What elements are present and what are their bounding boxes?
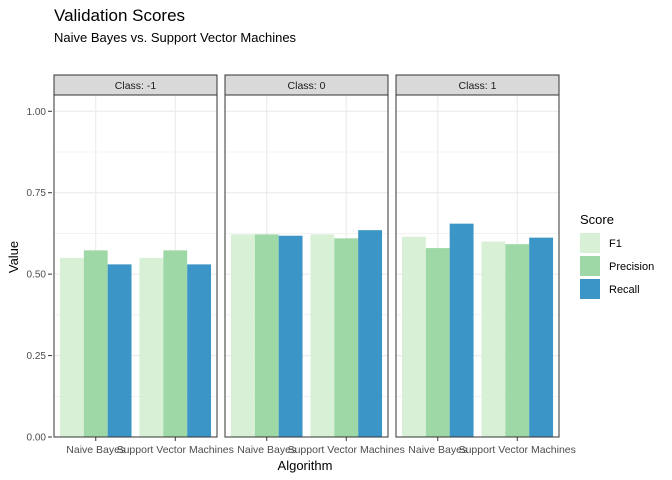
bar: [358, 230, 383, 437]
bar: [139, 257, 164, 437]
bar: [401, 236, 426, 437]
legend-label: Recall: [609, 284, 640, 296]
x-tick-label: Support Vector Machines: [117, 444, 234, 456]
legend-title: Score: [580, 212, 614, 227]
bar: [254, 234, 279, 437]
y-axis-title: Value: [6, 241, 21, 273]
bar: [449, 223, 474, 437]
legend-label: F1: [609, 238, 622, 250]
facet-label: Class: -1: [115, 80, 157, 92]
bar: [529, 237, 554, 437]
x-tick-label: Naive Bayes: [237, 444, 296, 456]
bar: [107, 264, 132, 437]
bar: [187, 264, 212, 437]
y-tick-label: 0.75: [27, 188, 47, 199]
bar: [83, 250, 108, 437]
y-tick-label: 0.25: [27, 351, 47, 362]
x-tick-label: Support Vector Machines: [288, 444, 405, 456]
y-axis-title-group: Value: [6, 241, 21, 273]
chart-subtitle: Naive Bayes vs. Support Vector Machines: [54, 30, 297, 45]
y-tick-label: 1.00: [27, 107, 47, 118]
x-axis-title: Algorithm: [278, 458, 333, 473]
panel-border: [395, 94, 560, 438]
bar: [310, 234, 335, 437]
bar: [278, 235, 303, 437]
bar: [481, 241, 506, 437]
chart-title: Validation Scores: [54, 6, 185, 25]
y-tick-label: 0.50: [27, 270, 47, 281]
y-axis-tick-labels: 0.00 0.25 0.50 0.75 1.00: [27, 107, 52, 444]
legend-key: [580, 256, 600, 276]
bar: [230, 234, 255, 437]
legend-key: [580, 279, 600, 299]
legend: Score F1 Precision Recall: [580, 212, 654, 299]
x-tick-label: Support Vector Machines: [459, 444, 576, 456]
bar: [59, 257, 84, 437]
bar: [505, 244, 530, 437]
bar: [163, 250, 188, 437]
bar: [334, 238, 359, 437]
y-tick-label: 0.00: [27, 433, 47, 444]
legend-key: [580, 233, 600, 253]
panel-border: [224, 94, 389, 438]
legend-label: Precision: [609, 261, 654, 273]
bar: [425, 248, 450, 437]
panel-border: [53, 94, 218, 438]
x-tick-label: Naive Bayes: [66, 444, 125, 456]
facet-label: Class: 1: [459, 80, 497, 92]
facet-label: Class: 0: [288, 80, 326, 92]
x-tick-label: Naive Bayes: [408, 444, 467, 456]
